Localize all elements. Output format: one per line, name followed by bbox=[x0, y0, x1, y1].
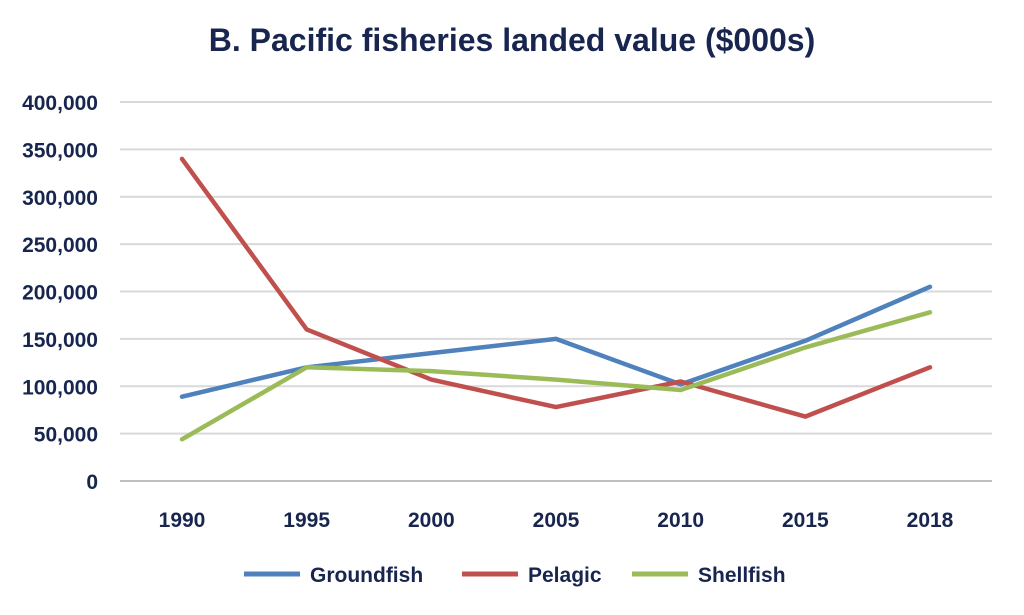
legend: Groundfish Pelagic Shellfish bbox=[244, 564, 786, 587]
series-lines bbox=[179, 156, 933, 442]
chart-title: B. Pacific fisheries landed value ($000s… bbox=[208, 22, 816, 58]
legend-item-shellfish: Shellfish bbox=[632, 564, 786, 587]
x-tick-label: 2000 bbox=[408, 509, 455, 532]
legend-item-pelagic: Pelagic bbox=[462, 564, 602, 587]
series-line-pelagic bbox=[179, 156, 933, 419]
x-tick-label: 1990 bbox=[159, 509, 206, 532]
x-tick-label: 2010 bbox=[657, 509, 704, 532]
y-tick-label: 400,000 bbox=[22, 92, 98, 115]
series-line-shellfish bbox=[179, 310, 933, 442]
legend-label: Groundfish bbox=[310, 564, 423, 587]
x-tick-label: 2018 bbox=[907, 509, 954, 532]
y-tick-label: 300,000 bbox=[22, 187, 98, 210]
y-tick-label: 150,000 bbox=[22, 329, 98, 352]
x-tick-label: 1995 bbox=[283, 509, 330, 532]
legend-label: Pelagic bbox=[528, 564, 602, 587]
y-tick-label: 200,000 bbox=[22, 282, 98, 305]
y-tick-label: 100,000 bbox=[22, 376, 98, 399]
legend-item-groundfish: Groundfish bbox=[244, 564, 423, 587]
x-tick-label: 2015 bbox=[782, 509, 829, 532]
y-tick-label: 50,000 bbox=[34, 424, 98, 447]
y-axis-ticks: 0 50,000 100,000 150,000 200,000 250,000 300,0… bbox=[22, 92, 98, 494]
legend-label: Shellfish bbox=[698, 564, 786, 587]
gridlines bbox=[120, 101, 992, 482]
y-tick-label: 350,000 bbox=[22, 139, 98, 162]
y-tick-label: 0 bbox=[86, 471, 98, 494]
x-tick-label: 2005 bbox=[533, 509, 580, 532]
y-tick-label: 250,000 bbox=[22, 234, 98, 257]
x-axis-ticks: 1990 1995 2000 2005 2010 2015 2018 bbox=[159, 509, 954, 532]
